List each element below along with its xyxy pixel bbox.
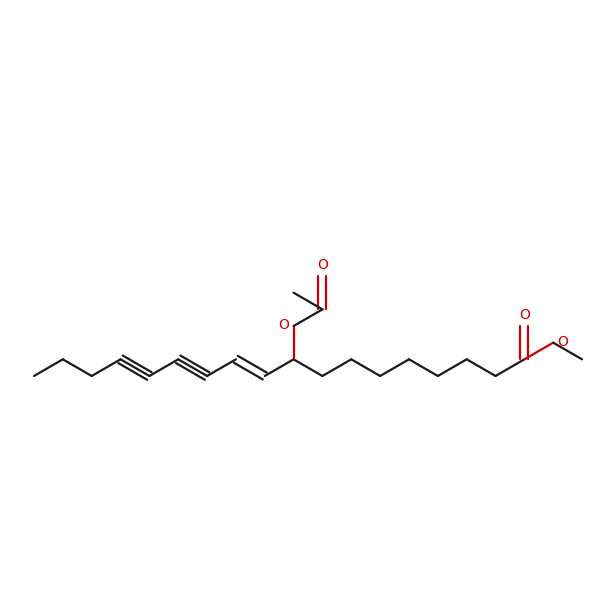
Text: O: O [317, 258, 328, 272]
Text: O: O [278, 318, 289, 332]
Text: O: O [519, 308, 530, 322]
Text: O: O [557, 335, 568, 349]
